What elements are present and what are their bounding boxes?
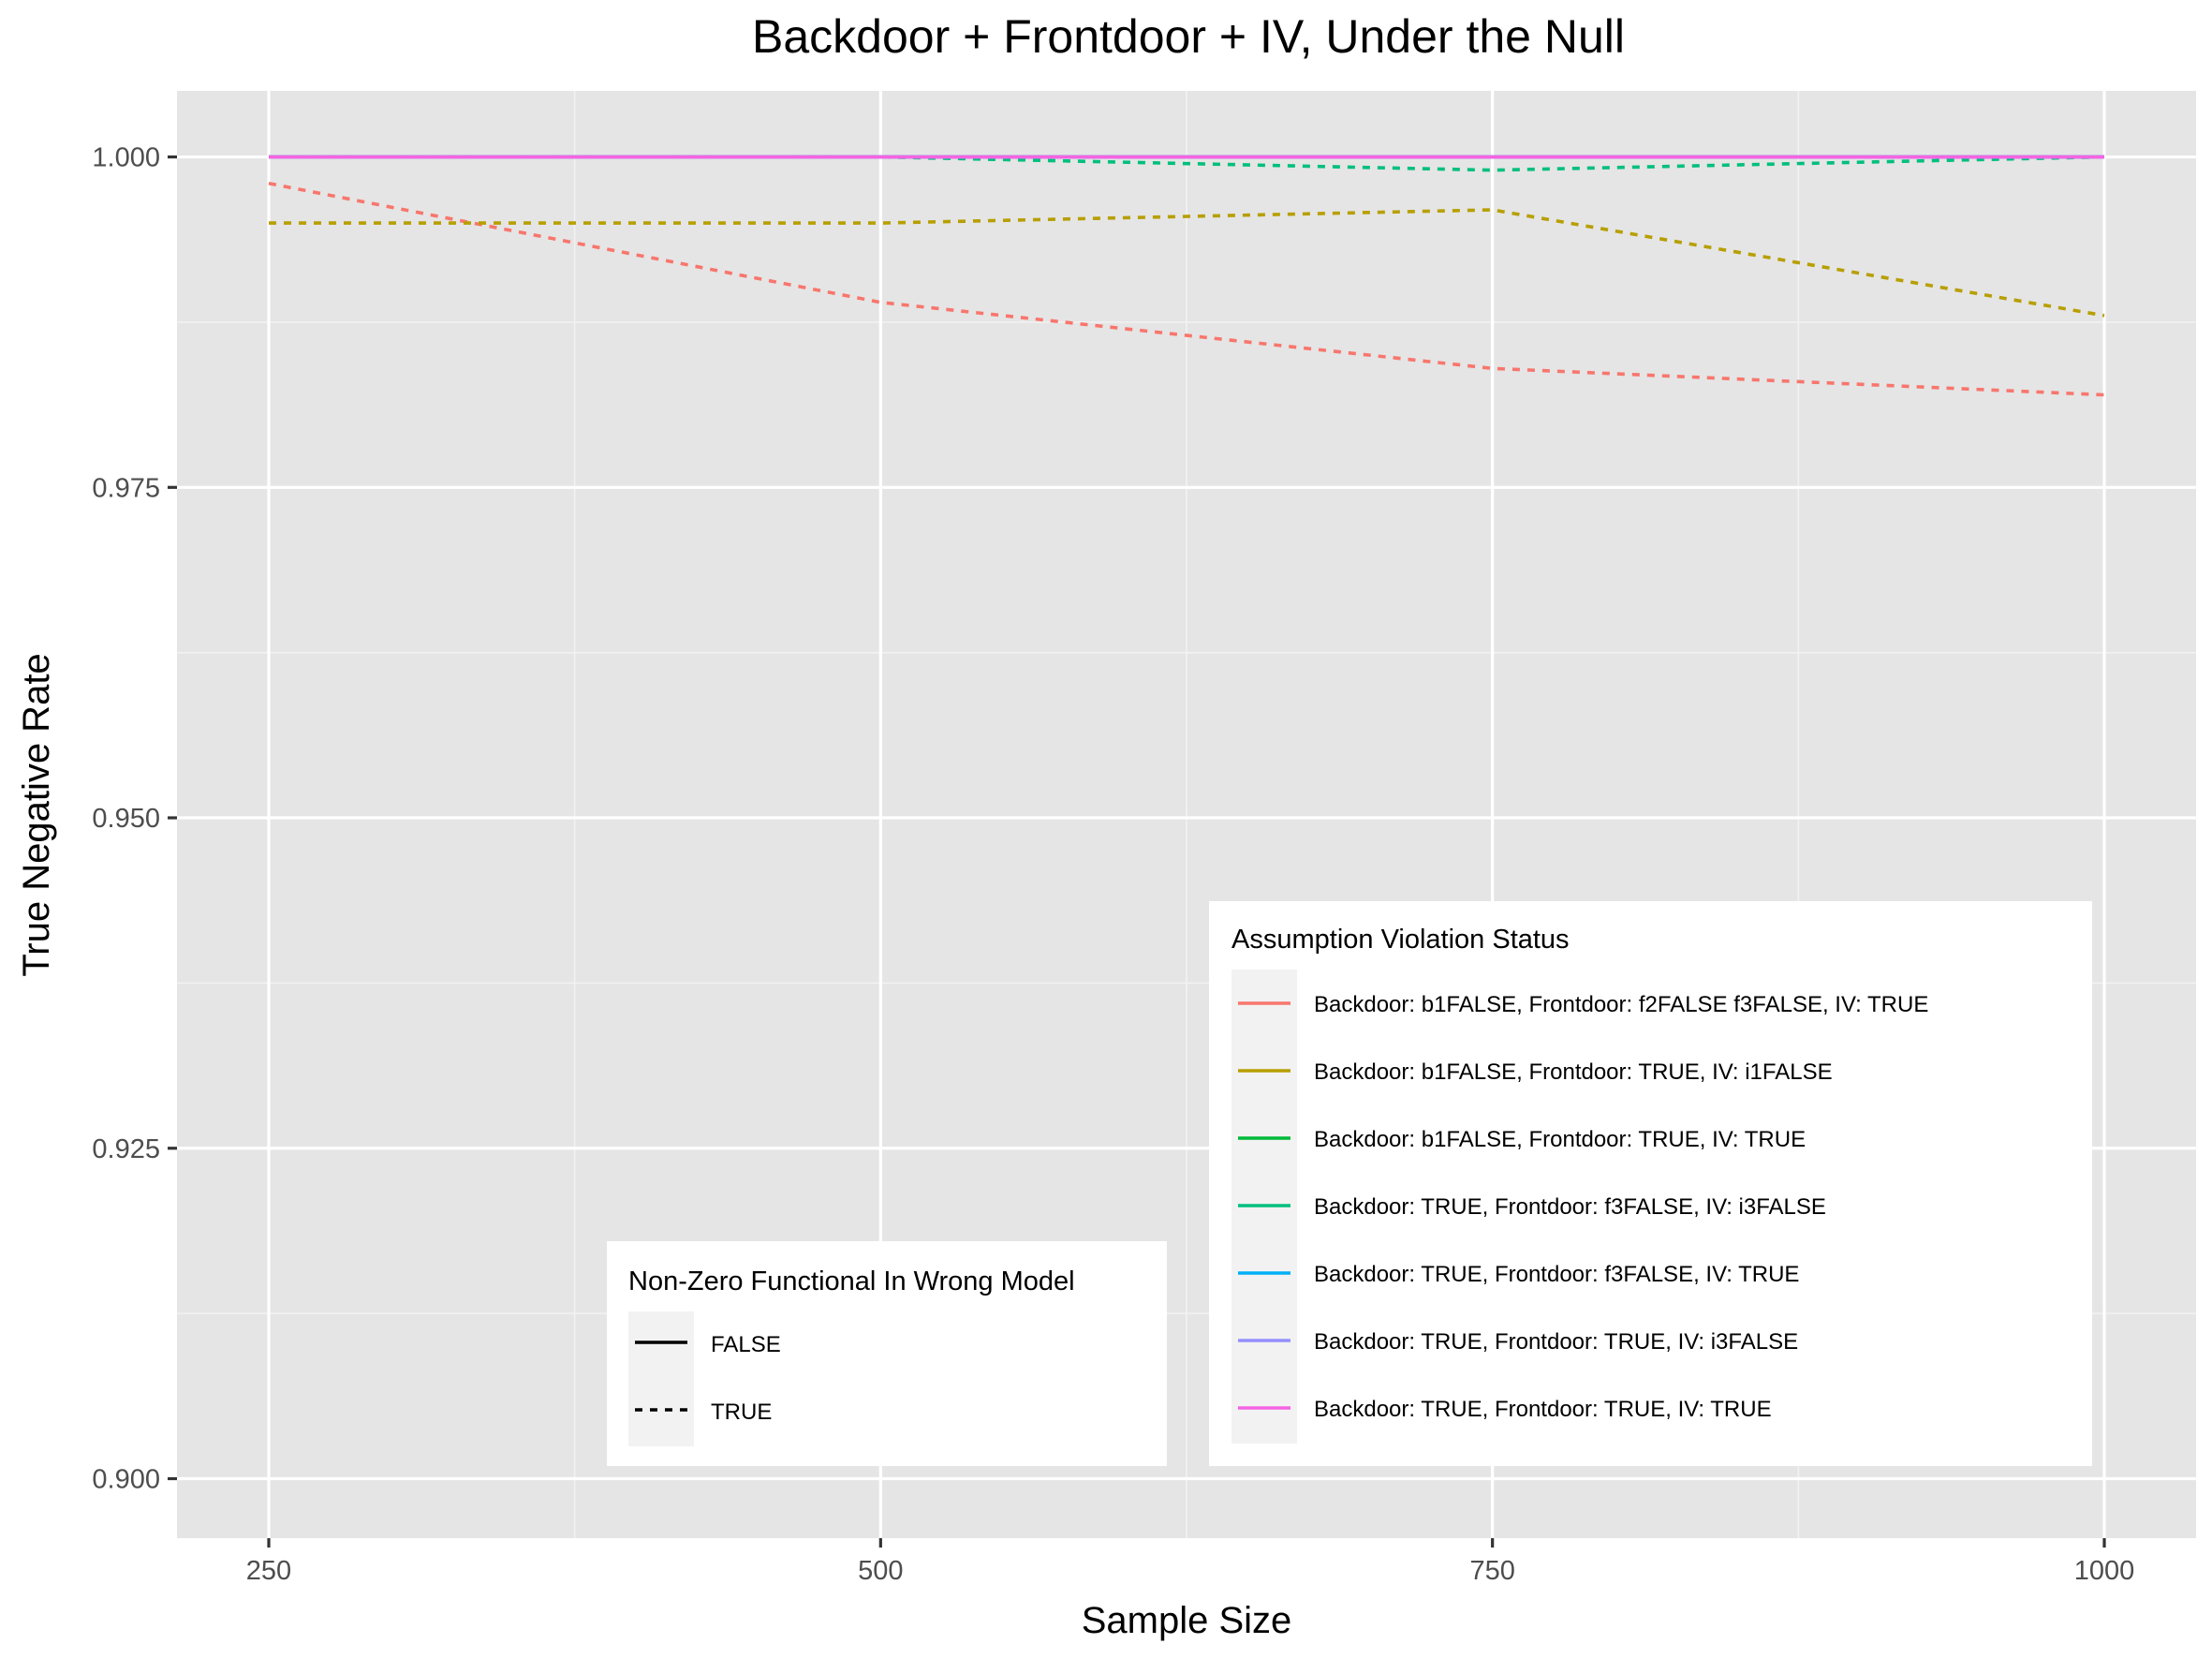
color-legend-label-4: Backdoor: TRUE, Frontdoor: f3FALSE, IV: … [1314,1194,1826,1220]
x-tick-label: 1000 [2074,1556,2135,1586]
x-axis-label: Sample Size [1082,1600,1292,1641]
linetype-legend-key-background [628,1311,694,1446]
y-tick-label: 0.950 [92,804,160,834]
linetype-legend: Non-Zero Functional In Wrong Model FALSE… [607,1241,1167,1466]
color-legend: Assumption Violation Status Backdoor: b1… [1209,901,2092,1466]
series-line-1 [268,182,2105,397]
color-legend-label-6: Backdoor: TRUE, Frontdoor: TRUE, IV: i3F… [1314,1329,1798,1355]
x-tick-label: 750 [1469,1556,1514,1586]
color-legend-label-7: Backdoor: TRUE, Frontdoor: TRUE, IV: TRU… [1314,1397,1772,1422]
y-tick-label: 0.900 [92,1465,160,1495]
legend-label-false: FALSE [711,1332,781,1357]
linetype-legend-title: Non-Zero Functional In Wrong Model [628,1266,1075,1296]
color-legend-title: Assumption Violation Status [1231,925,1570,955]
series-line-2 [269,208,2105,318]
series-lines [268,155,2105,397]
y-axis: 0.900 0.925 0.950 0.975 1.000 [92,143,177,1495]
x-tick-label: 250 [246,1556,291,1586]
x-axis: 250 500 750 1000 [246,1538,2134,1586]
color-legend-box [1209,901,2092,1466]
color-legend-label-3: Backdoor: b1FALSE, Frontdoor: TRUE, IV: … [1314,1127,1806,1152]
y-tick-label: 0.975 [92,473,160,503]
chart-title: Backdoor + Frontdoor + IV, Under the Nul… [752,10,1625,63]
color-legend-label-5: Backdoor: TRUE, Frontdoor: f3FALSE, IV: … [1314,1262,1799,1287]
y-tick-label: 0.925 [92,1134,160,1164]
color-legend-label-2: Backdoor: b1FALSE, Frontdoor: TRUE, IV: … [1314,1059,1833,1085]
color-legend-label-1: Backdoor: b1FALSE, Frontdoor: f2FALSE f3… [1314,992,1928,1017]
y-tick-label: 1.000 [92,143,160,173]
linetype-legend-box [607,1241,1167,1466]
y-axis-label: True Negative Rate [16,653,57,976]
x-tick-label: 500 [858,1556,903,1586]
color-legend-items: Backdoor: b1FALSE, Frontdoor: f2FALSE f3… [1238,992,1928,1422]
legend-label-true: TRUE [711,1400,772,1425]
